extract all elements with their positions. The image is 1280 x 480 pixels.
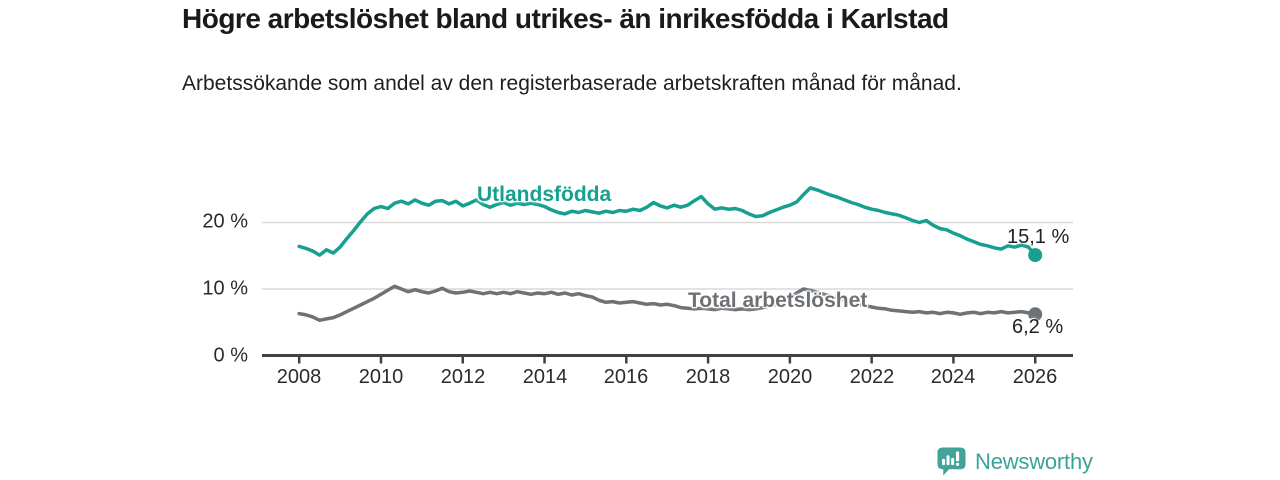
x-axis-label-2022: 2022 — [849, 366, 895, 388]
newsworthy-logo-text: Newsworthy — [975, 448, 1093, 474]
end-value-utlandsfodda: 15,1 % — [1007, 226, 1070, 248]
x-axis-label-2014: 2014 — [522, 366, 568, 388]
series-end-dot-utlandsfodda — [1028, 248, 1043, 263]
series-line-total — [297, 284, 1037, 323]
x-axis-label-2018: 2018 — [685, 366, 731, 388]
page-title: Högre arbetslöshet bland utrikes- än inr… — [182, 3, 949, 34]
x-axis-label-2020: 2020 — [767, 366, 813, 388]
y-axis-label-0: 0 % — [213, 344, 248, 367]
end-value-total: 6,2 % — [1012, 316, 1064, 338]
newsworthy-logo: Newsworthy — [936, 446, 1093, 477]
x-axis-label-2010: 2010 — [358, 366, 404, 388]
series-end-dot-total — [1028, 307, 1043, 322]
series-label-total-arbetsloshet: Total arbetslöshet — [688, 289, 868, 312]
y-axis-label-20: 20 % — [202, 210, 248, 233]
page-subtitle: Arbetssökande som andel av den registerb… — [182, 72, 962, 95]
series-label-utlandsfodda: Utlandsfödda — [477, 183, 612, 206]
x-axis-label-2026: 2026 — [1012, 366, 1058, 388]
newsworthy-speech-bubble-chart-icon — [937, 447, 966, 476]
x-axis-label-2008: 2008 — [276, 366, 322, 388]
x-axis-label-2024: 2024 — [930, 366, 976, 388]
x-axis-label-2012: 2012 — [440, 366, 486, 388]
series-line-utlandsfodda — [297, 186, 1037, 257]
x-axis-label-2016: 2016 — [603, 366, 649, 388]
y-axis-label-10: 10 % — [202, 277, 248, 300]
